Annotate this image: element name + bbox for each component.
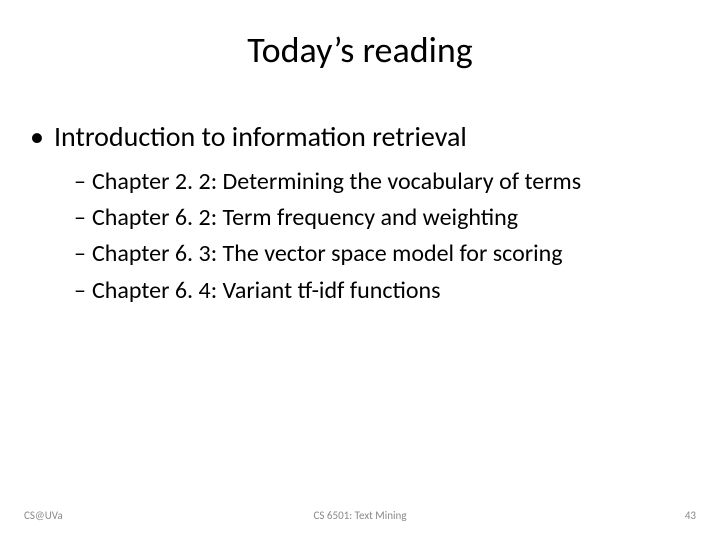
dash-icon: – (74, 275, 86, 307)
bullet-icon: • (30, 120, 44, 154)
list-item-level2: – Chapter 6. 3: The vector space model f… (74, 238, 690, 270)
footer-center: CS 6501: Text Mining (314, 509, 407, 522)
dash-icon: – (74, 166, 86, 198)
dash-icon: – (74, 238, 86, 270)
list-item-level2: – Chapter 2. 2: Determining the vocabula… (74, 166, 690, 198)
footer-page-number: 43 (685, 509, 696, 522)
list-item-level1: • Introduction to information retrieval (30, 120, 690, 154)
footer: CS@UVa CS 6501: Text Mining 43 (0, 509, 720, 522)
level2-text: Chapter 2. 2: Determining the vocabulary… (92, 166, 581, 198)
level1-heading: Introduction to information retrieval (54, 120, 467, 154)
slide: Today’s reading • Introduction to inform… (0, 0, 720, 540)
level2-text: Chapter 6. 3: The vector space model for… (92, 238, 563, 270)
level2-text: Chapter 6. 2: Term frequency and weighti… (92, 202, 518, 234)
list-item-level2: – Chapter 6. 2: Term frequency and weigh… (74, 202, 690, 234)
dash-icon: – (74, 202, 86, 234)
slide-title: Today’s reading (0, 28, 720, 72)
content-area: • Introduction to information retrieval … (0, 120, 720, 307)
level2-text: Chapter 6. 4: Variant tf-idf functions (92, 275, 441, 307)
list-item-level2: – Chapter 6. 4: Variant tf-idf functions (74, 275, 690, 307)
level2-list: – Chapter 2. 2: Determining the vocabula… (30, 166, 690, 308)
footer-left: CS@UVa (24, 509, 63, 522)
